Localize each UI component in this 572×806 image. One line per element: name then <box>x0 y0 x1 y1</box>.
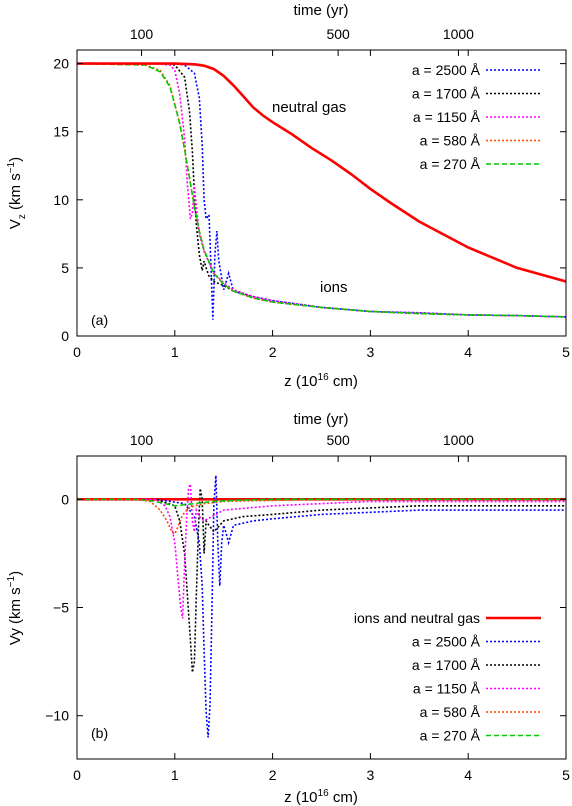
x-axis-label-a-exp: 16 <box>318 372 330 383</box>
y-axis-label-b-close: ) <box>7 571 24 576</box>
panel-a: 100 500 1000 time (yr) 0 1 2 3 4 5 0 5 10 15 20 (a)… <box>6 2 570 390</box>
legend-label-a-3: a = 580 Å <box>420 133 481 149</box>
panel-b: 100 500 1000 time (yr) 0 1 2 3 4 5 −10 −5 0 (b) z… <box>6 411 570 806</box>
x-tick-label-b-0: 0 <box>73 767 81 783</box>
y-axis-label-a-close: ) <box>7 157 24 162</box>
annotation-neutral-gas: neutral gas <box>272 99 346 116</box>
x-axis-label-a-tail: cm) <box>329 373 358 390</box>
y-tick-label-a-2: 10 <box>53 192 69 208</box>
top-tick-label-a-1: 500 <box>326 26 350 42</box>
y-axis-label-a-tail: (km s <box>7 173 24 214</box>
legend-a: a = 2500 Å a = 1700 Å a = 1150 Å a = 580 Å a… <box>412 62 541 172</box>
series-line-b-4 <box>77 498 566 536</box>
legend-label-b-0: ions and neutral gas <box>354 610 480 626</box>
x-axis-label-b-exp: 16 <box>318 788 330 799</box>
x-tick-label-a-4: 4 <box>464 344 472 360</box>
legend-label-a-2: a = 1150 Å <box>413 109 481 125</box>
plot-frame-a <box>76 49 567 337</box>
y-tick-label-b-2: 0 <box>61 491 69 507</box>
x-axis-label-a-main: z (10 <box>284 373 317 390</box>
top-tick-label-a-0: 100 <box>130 26 154 42</box>
x-tick-label-a-5: 5 <box>562 344 570 360</box>
legend-label-b-2: a = 1700 Å <box>412 657 481 673</box>
series-line-a-0 <box>77 62 566 320</box>
x-tick-label-a-2: 2 <box>269 344 277 360</box>
x-tick-label-b-4: 4 <box>464 767 472 783</box>
x-tick-label-a-3: 3 <box>367 344 375 360</box>
y-tick-label-a-1: 5 <box>61 260 69 276</box>
x-ticks-b: 0 1 2 3 4 5 <box>73 456 570 783</box>
y-axis-label-b-main: Vy <box>7 628 24 645</box>
x-ticks-a: 0 1 2 3 4 5 <box>73 50 570 360</box>
top-axis-ticks-b: 100 500 1000 <box>130 432 474 462</box>
x-axis-label-a: z (1016 cm) <box>284 372 358 390</box>
series-line-a-5 <box>77 62 566 283</box>
y-ticks-b: −10 −5 0 <box>45 491 566 724</box>
y-tick-label-b-0: −10 <box>45 708 69 724</box>
x-tick-label-b-3: 3 <box>367 767 375 783</box>
legend-label-b-3: a = 1150 Å <box>413 681 481 697</box>
y-axis-label-b-tail: (km s <box>7 587 24 628</box>
series-line-b-3 <box>77 483 566 619</box>
x-tick-label-a-1: 1 <box>171 344 179 360</box>
series-group-b <box>77 475 566 738</box>
top-axis-label-a: time (yr) <box>294 2 349 19</box>
legend-label-b-4: a = 580 Å <box>420 704 481 720</box>
x-axis-label-b-main: z (10 <box>284 789 317 806</box>
y-tick-label-b-1: −5 <box>53 600 69 616</box>
legend-label-a-4: a = 270 Å <box>420 156 481 172</box>
y-axis-label-b: Vy (km s−1) <box>6 571 24 645</box>
series-group-a <box>77 62 566 320</box>
y-axis-label-b-exp: −1 <box>6 575 17 587</box>
x-tick-label-b-2: 2 <box>269 767 277 783</box>
panel-label-a: (a) <box>91 312 108 328</box>
y-ticks-a: 0 5 10 15 20 <box>53 56 566 344</box>
series-line-b-2 <box>77 488 566 673</box>
top-tick-label-b-0: 100 <box>130 432 154 448</box>
series-line-b-1 <box>77 475 566 738</box>
legend-label-a-0: a = 2500 Å <box>412 62 481 78</box>
legend-b: ions and neutral gas a = 2500 Å a = 1700 Å… <box>354 610 541 744</box>
x-axis-label-b-tail: cm) <box>329 789 358 806</box>
legend-label-b-5: a = 270 Å <box>420 728 481 744</box>
x-tick-label-b-5: 5 <box>562 767 570 783</box>
y-tick-label-a-3: 15 <box>53 124 69 140</box>
series-line-a-4 <box>77 62 566 318</box>
y-axis-label-a-main: V <box>7 219 24 229</box>
legend-label-a-1: a = 1700 Å <box>412 86 481 102</box>
top-tick-label-b-2: 1000 <box>443 432 474 448</box>
y-axis-label-a-sub: z <box>17 214 28 219</box>
top-tick-label-b-1: 500 <box>326 432 350 448</box>
y-tick-label-a-4: 20 <box>53 56 69 72</box>
x-axis-label-b: z (1016 cm) <box>284 788 358 806</box>
top-axis-label-b: time (yr) <box>294 411 349 428</box>
y-tick-label-a-0: 0 <box>61 328 69 344</box>
annotation-ions: ions <box>320 279 348 296</box>
x-tick-label-a-0: 0 <box>73 344 81 360</box>
y-axis-label-a: Vz (km s−1) <box>6 157 28 229</box>
top-tick-label-a-2: 1000 <box>443 26 474 42</box>
top-axis-ticks-a: 100 500 1000 <box>130 26 474 56</box>
panel-label-b: (b) <box>91 725 108 741</box>
legend-label-b-1: a = 2500 Å <box>412 634 481 650</box>
x-tick-label-b-1: 1 <box>171 767 179 783</box>
y-axis-label-a-exp: −1 <box>6 161 17 173</box>
